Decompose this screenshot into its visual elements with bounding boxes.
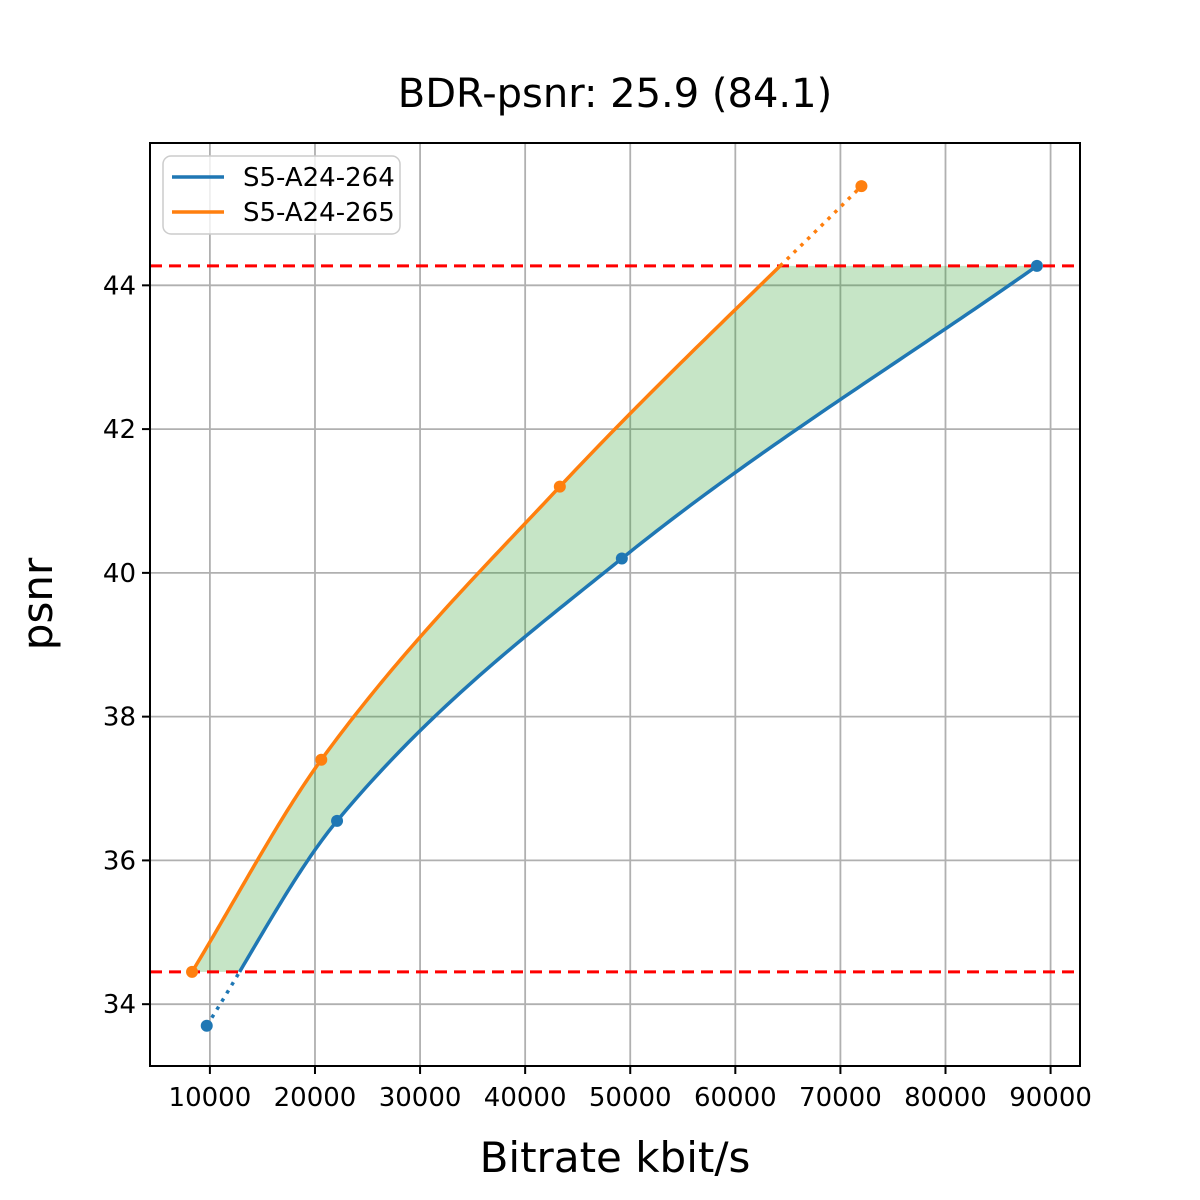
data-point-265: [315, 753, 328, 766]
data-point-265: [855, 180, 868, 193]
data-point-264: [1030, 259, 1043, 272]
series-265-dotted-segment: [778, 184, 863, 268]
series-264-dotted-segment: [205, 970, 242, 1027]
y-tick-label: 42: [103, 415, 136, 445]
x-tick-label: 80000: [904, 1083, 987, 1113]
x-tick-label: 90000: [1009, 1083, 1092, 1113]
x-tick-label: 10000: [169, 1083, 252, 1113]
data-point-265: [553, 480, 566, 493]
x-tick-label: 30000: [379, 1083, 462, 1113]
data-point-264: [200, 1019, 213, 1032]
series-264-curve: [238, 264, 1038, 973]
axes-frame: [149, 142, 1081, 1067]
y-tick-label: 44: [103, 271, 136, 301]
y-tick-label: 40: [103, 559, 136, 589]
x-tick-label: 50000: [589, 1083, 672, 1113]
y-tick-label: 38: [103, 703, 136, 733]
chart-title: BDR-psnr: 25.9 (84.1): [398, 71, 832, 117]
legend-label-264: S5-A24-264: [243, 163, 395, 193]
series-265-curve: [190, 264, 782, 973]
x-tick-label: 40000: [484, 1083, 567, 1113]
x-tick-label: 70000: [799, 1083, 882, 1113]
bd-fill-region: [192, 265, 1037, 972]
legend-label-265: S5-A24-265: [243, 198, 395, 228]
data-point-264: [331, 814, 344, 827]
y-axis-label: psnr: [13, 557, 62, 650]
data-point-265: [186, 965, 199, 978]
plot-layer: [150, 180, 1080, 1032]
data-point-264: [615, 552, 628, 565]
y-tick-label: 34: [103, 990, 136, 1020]
x-axis-label: Bitrate kbit/s: [480, 1133, 751, 1182]
y-tick-label: 36: [103, 846, 136, 876]
legend: S5-A24-264 S5-A24-265: [162, 155, 401, 235]
x-tick-label: 60000: [694, 1083, 777, 1113]
axis-layer: 10000 20000 30000 40000 50000 60000 70000 80000…: [103, 142, 1092, 1113]
x-tick-label: 20000: [274, 1083, 357, 1113]
